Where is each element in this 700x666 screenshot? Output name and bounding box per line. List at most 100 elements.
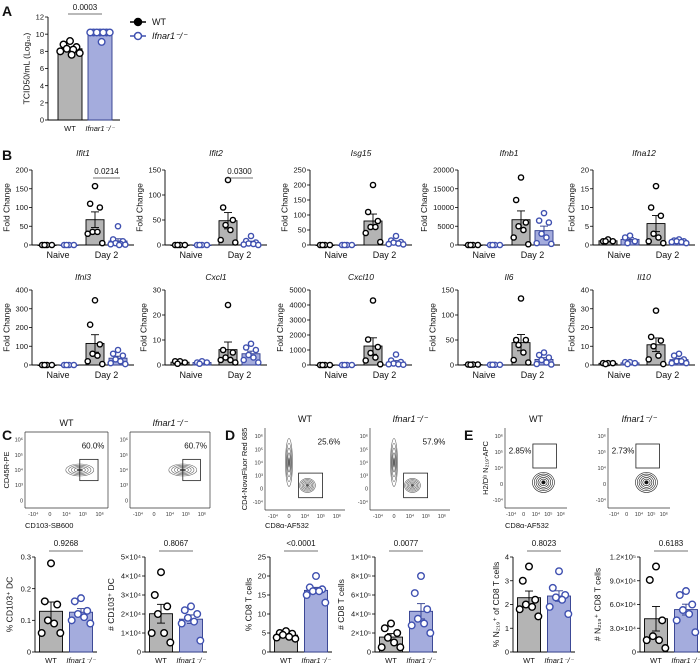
data-point <box>326 361 334 369</box>
data-point <box>40 597 49 606</box>
data-point <box>96 204 104 211</box>
group-wt <box>37 559 65 653</box>
flow-contour <box>304 482 311 489</box>
group-wt <box>642 562 670 653</box>
y-tick-label: 6.0×10⁴ <box>610 600 636 609</box>
data-point <box>399 241 407 248</box>
data-point <box>70 597 79 606</box>
y-tick-label: 30 <box>581 304 589 313</box>
y-axis-label: TCID50/mL (Log₁₀) <box>22 32 32 104</box>
flow-y-tick-label: 10⁴ <box>255 459 264 466</box>
data-point <box>252 346 260 354</box>
flow-x-axis-label: CD8α-AF532 <box>505 521 549 530</box>
data-point <box>367 349 374 357</box>
data-point <box>538 356 545 364</box>
flow-contour <box>541 480 546 485</box>
flow-y-tick-label: 10⁶ <box>255 433 263 440</box>
flow-y-axis-label: CD4-NovaFluor Red 685 <box>240 428 249 511</box>
legend-label-wt: WT <box>152 17 166 27</box>
data-point <box>196 241 203 249</box>
x-category-label: Naive <box>607 370 630 380</box>
data-point <box>105 28 114 37</box>
y-tick-label: 0 <box>302 241 306 250</box>
flow-gate <box>635 443 660 469</box>
flow-y-tick-label: 10⁶ <box>598 433 606 440</box>
flow-y-tick-label: -10⁴ <box>253 499 264 506</box>
data-point <box>70 241 78 249</box>
chart-e-15: 0 1 2 3 4 % N₂₁₉⁺ of CD8 T cells WT Ifnar1⁻/⁻ 0.… <box>491 539 575 665</box>
data-point <box>682 359 690 367</box>
data-point <box>410 589 419 598</box>
data-point <box>254 241 262 249</box>
data-point <box>240 241 248 248</box>
data-point <box>312 572 321 581</box>
data-point <box>98 239 106 247</box>
y-tick-label: 0 <box>505 648 509 657</box>
data-point <box>80 613 89 622</box>
x-category-label: Naive <box>46 370 69 380</box>
flow-y-tick-label: 0 <box>20 498 23 504</box>
x-category-label: Naive <box>472 370 495 380</box>
panel-letter-a: A <box>2 3 12 19</box>
data-point <box>658 616 667 625</box>
flow-contour <box>532 472 555 493</box>
data-point <box>174 360 181 368</box>
flow-x-tick-label: 10⁵ <box>317 513 325 520</box>
data-point <box>525 562 534 571</box>
data-point <box>348 241 356 249</box>
y-axis-label: Fold Change <box>134 183 144 232</box>
gate-percentage: 25.6% <box>318 437 341 446</box>
y-tick-label: 0 <box>24 361 28 370</box>
y-tick-label: 40 <box>581 286 589 295</box>
flow-contour <box>391 447 397 478</box>
flow-contour <box>287 457 290 468</box>
flow-contour <box>640 477 653 488</box>
data-point <box>107 240 115 248</box>
gate-percentage: 2.73% <box>612 447 635 456</box>
flow-x-tick-label: -10⁴ <box>609 511 620 518</box>
y-tick-label: 2 <box>40 98 44 107</box>
data-point <box>231 359 239 366</box>
data-point <box>84 230 92 238</box>
p-value: 0.0214 <box>94 167 119 176</box>
y-axis-label: Fold Change <box>279 183 289 232</box>
y-tick-label: 150 <box>441 286 454 295</box>
flow-x-tick-label: -10⁴ <box>28 511 39 518</box>
data-point <box>114 222 122 230</box>
data-point <box>533 239 541 247</box>
gate-percentage: 2.85% <box>509 447 532 456</box>
y-tick-label: 50 <box>446 336 454 345</box>
flow-y-tick-label: 10⁶ <box>495 433 503 440</box>
data-point <box>247 340 255 348</box>
data-point <box>510 234 518 241</box>
data-point <box>53 600 62 609</box>
group-ko-naive <box>59 361 79 369</box>
chart-ifit1: Ifit1 0 50 100 150 200 Fold Change Naive Day 2 0.… <box>1 148 134 260</box>
y-tick-label: 0 <box>585 361 589 370</box>
data-point <box>98 360 106 368</box>
chart-isg15: Isg15 0 50 100 150 200 250 Fold Change Naive Day … <box>279 148 412 260</box>
data-point <box>96 341 104 348</box>
chart-ifit2: Ifit2 0 50 100 150 Fold Change Naive Day 2 0.030… <box>134 148 267 260</box>
y-tick-label: 15 <box>258 591 266 600</box>
data-point <box>319 361 326 369</box>
data-point <box>121 360 129 368</box>
flow-y-tick-label: 10³ <box>255 474 263 480</box>
y-tick-label: 10 <box>36 30 44 39</box>
flow-y-tick-label: 10⁶ <box>360 433 368 440</box>
data-point <box>242 344 250 351</box>
x-category-label: Day 2 <box>373 370 397 380</box>
data-point <box>534 612 543 621</box>
y-tick-label: 200 <box>15 166 28 175</box>
data-point <box>99 28 108 37</box>
flow-x-tick-label: 10⁴ <box>635 511 644 518</box>
data-point <box>94 352 101 359</box>
y-tick-label: 4 <box>40 81 44 90</box>
y-tick-label: 250 <box>293 166 306 175</box>
data-point <box>121 241 129 248</box>
data-point <box>315 587 324 596</box>
data-point <box>659 239 667 247</box>
data-point <box>652 182 660 190</box>
chart-c-11: 0 0.1 0.2 0.3 % CD103⁺ DC WT Ifnar1⁻/⁻ 0.9268 <box>4 539 97 665</box>
group-ko-naive <box>620 232 640 247</box>
